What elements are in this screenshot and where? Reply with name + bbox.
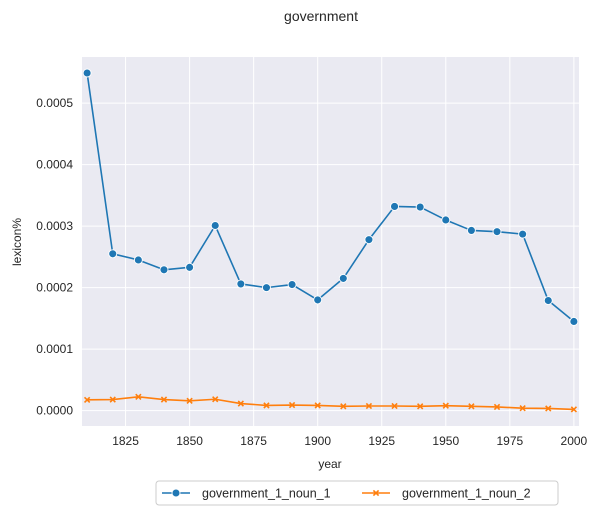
data-point xyxy=(210,221,220,230)
data-point xyxy=(263,402,270,409)
data-point xyxy=(545,405,552,412)
data-point xyxy=(569,317,579,326)
data-point xyxy=(468,403,475,410)
x-axis-label: year xyxy=(318,457,341,471)
series-line xyxy=(87,395,574,411)
x-tick-label: 1900 xyxy=(304,434,331,448)
data-point xyxy=(212,396,219,403)
series-layer xyxy=(82,68,579,413)
x-tick-label: 2000 xyxy=(561,434,588,448)
data-point xyxy=(82,68,92,78)
data-point xyxy=(364,235,374,245)
data-point xyxy=(365,402,373,410)
y-gridlines xyxy=(82,102,579,412)
series-government_1_noun_2 xyxy=(83,393,578,413)
data-point xyxy=(416,403,424,410)
y-tick-label: 0.0000 xyxy=(36,404,73,418)
data-point xyxy=(442,402,449,409)
x-tick-label: 1975 xyxy=(496,434,523,448)
x-tick-label: 1850 xyxy=(176,434,203,448)
y-tick-labels: 0.0000 0.0001 0.0002 0.0003 0.0004 0.0005 xyxy=(36,96,73,418)
legend: government_1_noun_1 government_1_noun_2 xyxy=(155,480,559,506)
data-point xyxy=(543,296,553,305)
x-tick-labels: 1825 1850 1875 1900 1925 1950 1975 2000 xyxy=(112,434,587,448)
data-point xyxy=(109,396,116,403)
y-tick-label: 0.0005 xyxy=(36,96,73,110)
data-point xyxy=(493,403,501,411)
data-point xyxy=(186,397,193,404)
data-point xyxy=(391,402,398,410)
x-tick-label: 1950 xyxy=(432,434,459,448)
y-tick-label: 0.0004 xyxy=(36,158,73,172)
y-axis-label: lexicon% xyxy=(10,218,24,266)
data-point xyxy=(135,393,142,400)
y-tick-label: 0.0002 xyxy=(36,281,73,295)
legend-item: government_1_noun_2 xyxy=(362,487,531,501)
legend-marker xyxy=(372,489,380,497)
data-point xyxy=(236,279,246,289)
x-tick-label: 1875 xyxy=(240,434,267,448)
data-point xyxy=(340,403,347,410)
data-point xyxy=(314,402,321,409)
data-point xyxy=(159,265,169,275)
series-government_1_noun_1 xyxy=(82,68,579,326)
data-point xyxy=(415,202,425,212)
data-point xyxy=(466,225,476,235)
data-point xyxy=(441,215,451,225)
data-point xyxy=(338,273,348,283)
data-point xyxy=(108,249,118,259)
legend-item: government_1_noun_1 xyxy=(162,487,331,501)
data-point xyxy=(492,227,502,237)
data-point xyxy=(570,406,578,413)
legend-box xyxy=(155,480,559,506)
data-point xyxy=(262,283,271,293)
y-tick-label: 0.0003 xyxy=(36,219,73,233)
data-point xyxy=(288,401,296,409)
x-tick-label: 1925 xyxy=(368,434,395,448)
legend-label: government_1_noun_2 xyxy=(402,487,531,501)
plot-area xyxy=(82,57,579,426)
legend-label: government_1_noun_1 xyxy=(202,487,331,501)
y-tick-label: 0.0001 xyxy=(36,342,73,356)
data-point xyxy=(518,229,528,239)
data-point xyxy=(390,201,399,211)
data-point xyxy=(83,396,91,404)
x-tick-label: 1825 xyxy=(112,434,139,448)
data-point xyxy=(133,255,143,265)
data-point xyxy=(313,295,323,305)
chart-title: government xyxy=(284,8,358,24)
data-point xyxy=(519,404,526,412)
x-gridlines xyxy=(125,57,575,426)
legend-marker xyxy=(171,488,181,498)
data-point xyxy=(237,400,245,407)
data-point xyxy=(287,280,297,289)
data-point xyxy=(160,396,168,403)
data-point xyxy=(185,262,195,272)
